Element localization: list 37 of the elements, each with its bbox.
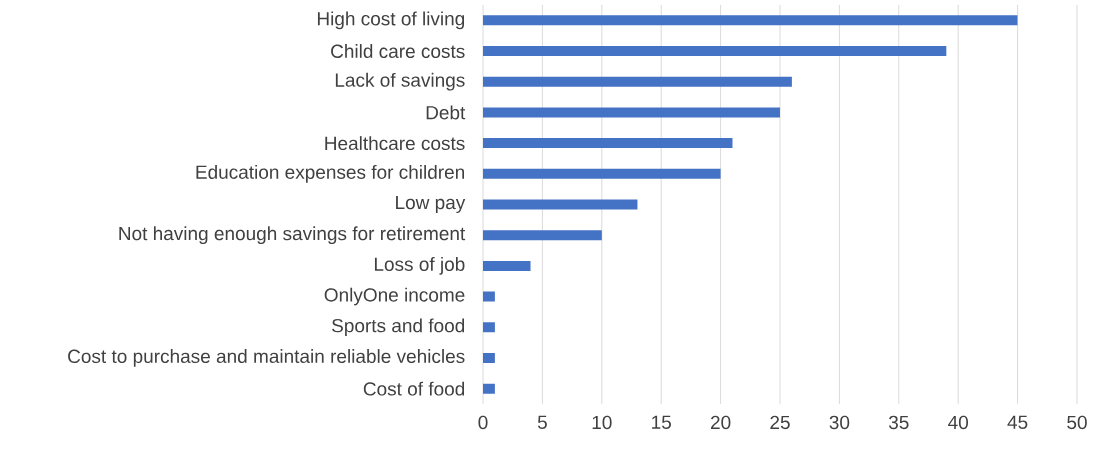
bar [483, 352, 495, 363]
y-tick-label: Cost of food [363, 381, 465, 396]
bar [483, 199, 638, 210]
bar [483, 322, 495, 333]
bar [483, 76, 792, 87]
y-tick-label: Child care costs [331, 44, 465, 59]
bar [483, 230, 602, 241]
y-tick-label: Lack of savings [335, 72, 465, 91]
y-tick-label: OnlyOne income [324, 287, 465, 306]
x-tick-label: 25 [770, 415, 790, 430]
x-tick-label: 30 [829, 415, 850, 430]
bar [483, 383, 495, 394]
x-tick-label: 50 [1067, 415, 1087, 430]
x-tick-label: 0 [478, 415, 488, 430]
y-tick-label: Debt [426, 105, 466, 120]
y-tick-label: Cost to purchase and maintain reliable vehicles [68, 349, 465, 367]
bar [483, 260, 531, 271]
x-tick-label: 35 [888, 415, 909, 430]
x-tick-label: 5 [537, 415, 547, 429]
y-tick-label: Not having enough savings for retirement [119, 226, 466, 245]
x-tick-label: 45 [1007, 415, 1028, 429]
x-tick-label: 20 [710, 415, 731, 430]
y-tick-label: Loss of job [374, 257, 465, 275]
bar [483, 46, 947, 57]
bar [483, 291, 495, 302]
y-tick-label: Low pay [396, 195, 466, 213]
bar [483, 138, 733, 149]
bar [483, 107, 780, 118]
y-tick-label: High cost of living [317, 11, 465, 30]
bar [483, 168, 721, 179]
x-tick-label: 40 [948, 415, 969, 430]
y-tick-label: Education expenses for children [196, 164, 465, 183]
y-tick-label: Healthcare costs [325, 136, 465, 151]
bar [483, 15, 1018, 26]
x-tick-label: 15 [652, 415, 671, 429]
x-tick-label: 10 [592, 415, 612, 430]
y-tick-label: Sports and food [332, 318, 465, 337]
